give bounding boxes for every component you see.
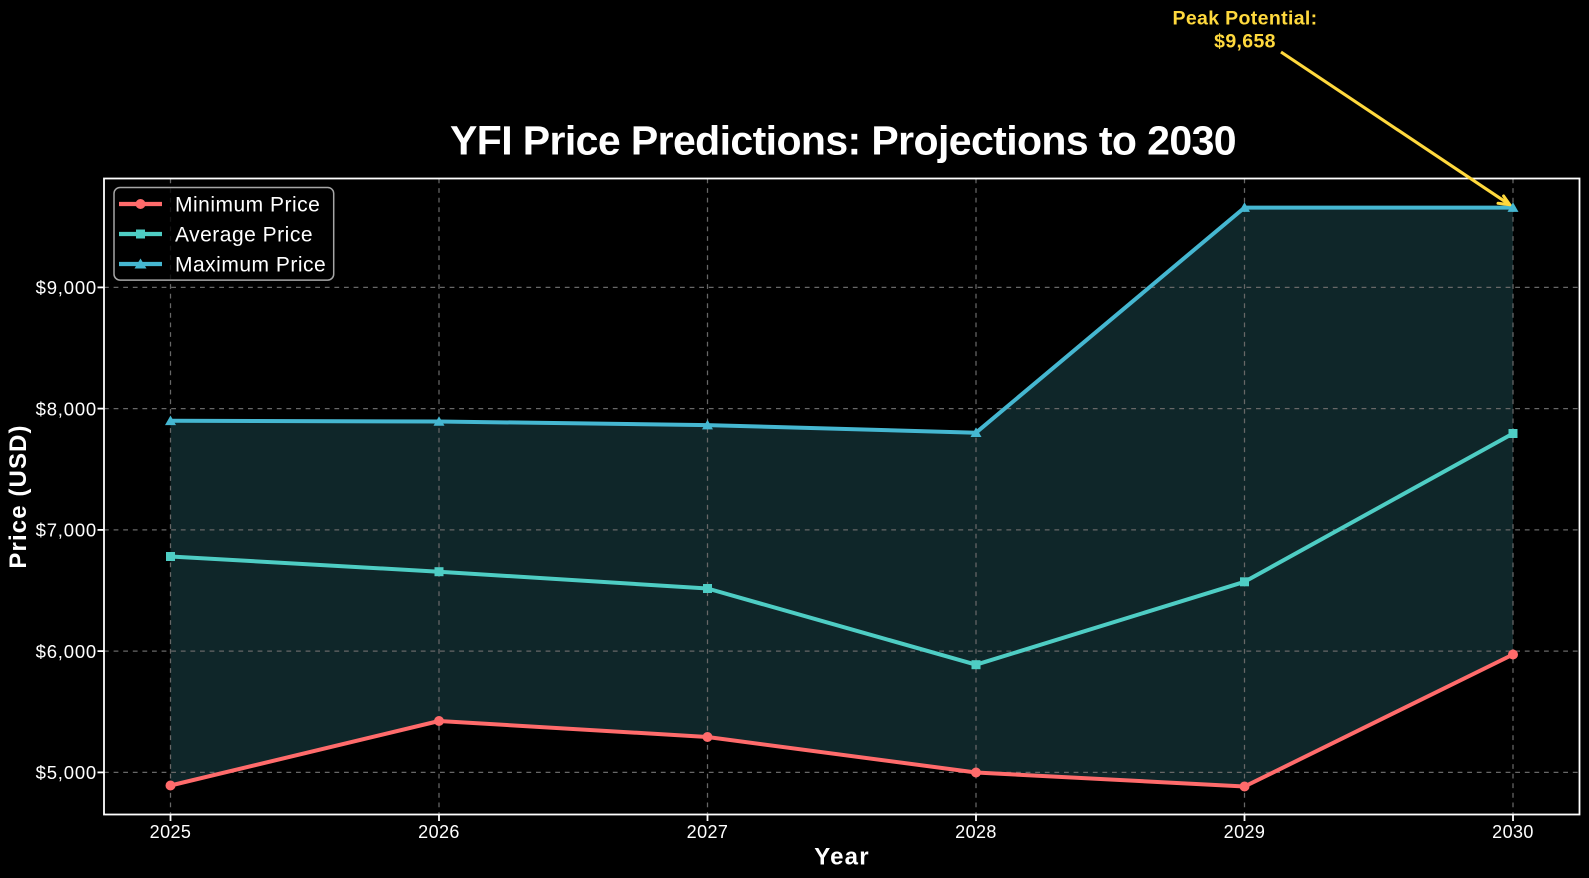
svg-text:2030: 2030 <box>1492 822 1534 842</box>
svg-text:Minimum Price: Minimum Price <box>175 194 320 217</box>
svg-text:Average Price: Average Price <box>175 224 313 247</box>
svg-text:$8,000: $8,000 <box>36 398 97 419</box>
svg-text:2028: 2028 <box>955 822 997 842</box>
svg-text:$6,000: $6,000 <box>36 641 97 662</box>
svg-text:YFI Price Predictions: Project: YFI Price Predictions: Projections to 20… <box>450 118 1236 164</box>
svg-text:Price (USD): Price (USD) <box>5 424 32 568</box>
svg-text:2025: 2025 <box>150 822 192 842</box>
svg-text:Peak Potential:: Peak Potential: <box>1172 7 1317 29</box>
svg-text:Maximum Price: Maximum Price <box>175 254 326 277</box>
svg-text:$7,000: $7,000 <box>36 520 97 541</box>
svg-text:2029: 2029 <box>1224 822 1266 842</box>
svg-text:$9,658: $9,658 <box>1214 30 1276 52</box>
svg-text:$5,000: $5,000 <box>36 762 97 783</box>
svg-text:2027: 2027 <box>687 822 729 842</box>
svg-text:Year: Year <box>814 843 870 870</box>
svg-text:2026: 2026 <box>418 822 460 842</box>
svg-text:$9,000: $9,000 <box>36 277 97 298</box>
